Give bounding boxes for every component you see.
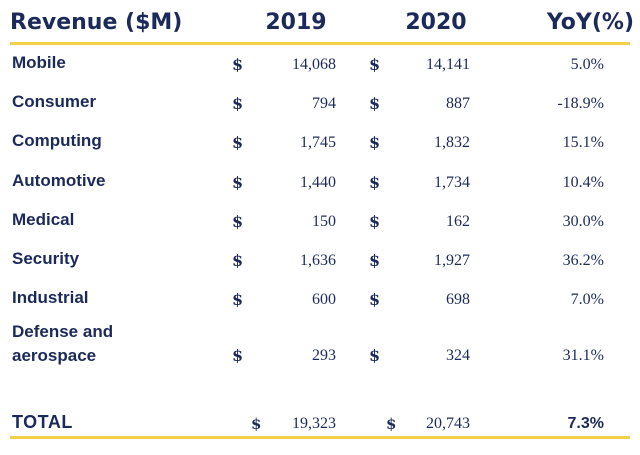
table-row: Consumer $ 794 $ 887 -18.9% bbox=[0, 91, 640, 129]
total-yoy: 7.3% bbox=[567, 415, 604, 432]
header-revenue-label: Revenue ($M) bbox=[10, 10, 183, 35]
currency-symbol: $ bbox=[369, 173, 381, 192]
table-row: Medical $ 150 $ 162 30.0% bbox=[0, 209, 640, 247]
value-2019: 293 bbox=[312, 347, 336, 364]
currency-symbol: $ bbox=[232, 94, 244, 113]
currency-symbol: $ bbox=[369, 212, 381, 231]
currency-symbol: $ bbox=[232, 55, 244, 74]
currency-symbol: $ bbox=[232, 290, 244, 309]
row-label: Automotive bbox=[12, 171, 106, 190]
table-row: Mobile $ 14,068 $ 14,141 5.0% bbox=[0, 52, 640, 90]
value-2020: 162 bbox=[446, 213, 470, 230]
currency-symbol: $ bbox=[369, 251, 381, 270]
currency-symbol: $ bbox=[251, 415, 262, 433]
value-yoy: -18.9% bbox=[557, 95, 604, 112]
currency-symbol: $ bbox=[232, 251, 244, 270]
value-2020: 1,927 bbox=[434, 252, 470, 269]
currency-symbol: $ bbox=[232, 173, 244, 192]
value-yoy: 5.0% bbox=[570, 56, 604, 73]
header-2019: 2019 bbox=[265, 10, 327, 35]
row-label: Mobile bbox=[12, 53, 66, 72]
value-yoy: 15.1% bbox=[562, 134, 604, 151]
value-2019: 14,068 bbox=[292, 56, 336, 73]
row-label: Medical bbox=[12, 210, 75, 229]
row-label: Industrial bbox=[12, 288, 89, 307]
value-yoy: 36.2% bbox=[562, 252, 604, 269]
table-row: Computing $ 1,745 $ 1,832 15.1% bbox=[0, 130, 640, 168]
value-2020: 698 bbox=[446, 291, 470, 308]
value-2020: 14,141 bbox=[426, 56, 470, 73]
value-yoy: 30.0% bbox=[562, 213, 604, 230]
currency-symbol: $ bbox=[232, 346, 244, 365]
currency-symbol: $ bbox=[386, 415, 397, 433]
currency-symbol: $ bbox=[369, 55, 381, 74]
value-2019: 1,440 bbox=[300, 174, 336, 191]
row-label: Computing bbox=[12, 131, 102, 150]
currency-symbol: $ bbox=[369, 94, 381, 113]
value-2020: 324 bbox=[446, 347, 470, 364]
value-yoy: 7.0% bbox=[570, 291, 604, 308]
total-row: TOTAL $ 19,323 $ 20,743 7.3% bbox=[0, 412, 640, 450]
value-2019: 794 bbox=[312, 95, 336, 112]
currency-symbol: $ bbox=[369, 346, 381, 365]
total-2020: 20,743 bbox=[426, 415, 470, 432]
total-divider bbox=[10, 436, 630, 439]
header-divider bbox=[10, 42, 630, 45]
value-2019: 600 bbox=[312, 291, 336, 308]
header-2020: 2020 bbox=[405, 10, 467, 35]
value-2020: 887 bbox=[446, 95, 470, 112]
currency-symbol: $ bbox=[232, 133, 244, 152]
total-2019: 19,323 bbox=[292, 415, 336, 432]
currency-symbol: $ bbox=[369, 290, 381, 309]
table-row: Automotive $ 1,440 $ 1,734 10.4% bbox=[0, 170, 640, 208]
value-2020: 1,832 bbox=[434, 134, 470, 151]
table-row: Defense and aerospace $ 293 $ 324 31.1% bbox=[0, 320, 640, 372]
currency-symbol: $ bbox=[369, 133, 381, 152]
value-2020: 1,734 bbox=[434, 174, 470, 191]
currency-symbol: $ bbox=[232, 212, 244, 231]
row-label: Security bbox=[12, 249, 80, 268]
row-label: Consumer bbox=[12, 92, 97, 111]
value-yoy: 31.1% bbox=[562, 347, 604, 364]
value-2019: 150 bbox=[312, 213, 336, 230]
header-yoy: YoY(%) bbox=[546, 10, 634, 35]
row-label: Defense and aerospace bbox=[12, 322, 114, 365]
value-2019: 1,636 bbox=[300, 252, 336, 269]
table-row: Industrial $ 600 $ 698 7.0% bbox=[0, 287, 640, 325]
total-label: TOTAL bbox=[12, 412, 73, 432]
table-row: Security $ 1,636 $ 1,927 36.2% bbox=[0, 248, 640, 286]
value-yoy: 10.4% bbox=[562, 174, 604, 191]
value-2019: 1,745 bbox=[300, 134, 336, 151]
